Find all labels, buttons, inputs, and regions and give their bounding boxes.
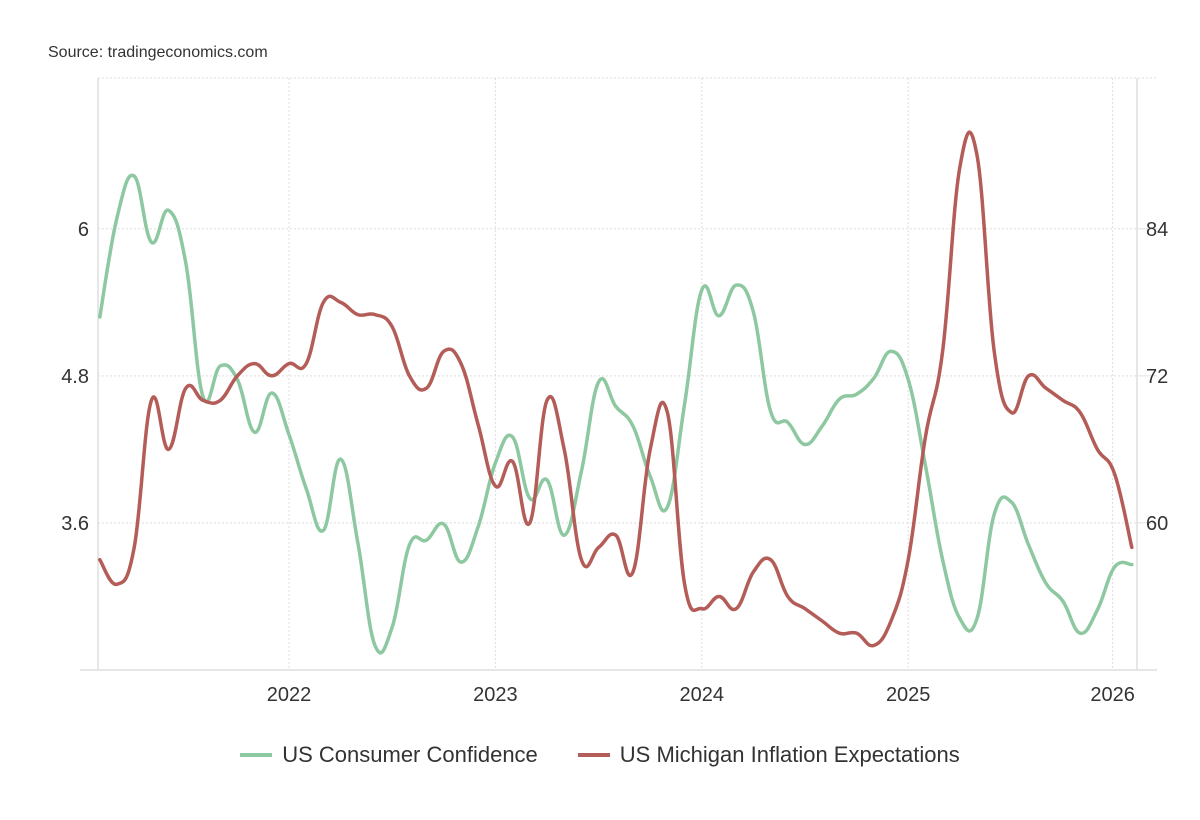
legend-swatch-inflation-expectations bbox=[577, 753, 610, 757]
y-left-tick-label: 3.6 bbox=[61, 513, 89, 535]
x-tick-label: 2025 bbox=[886, 684, 931, 706]
source-label: Source: tradingeconomics.com bbox=[48, 44, 268, 61]
legend-item-inflation-expectations[interactable]: US Michigan Inflation Expectations bbox=[577, 742, 960, 768]
x-tick-label: 2023 bbox=[473, 684, 518, 706]
x-tick-label: 2026 bbox=[1090, 684, 1135, 706]
line-chart: 3.6 4.8 6 60 72 84 2022 2023 2024 2025 2026 bbox=[61, 77, 1168, 706]
series-line-consumer-confidence bbox=[98, 173, 1134, 655]
series-line-inflation-expectations bbox=[98, 130, 1134, 648]
y-right-tick-label: 72 bbox=[1146, 366, 1168, 388]
y-left-tick-label: 6 bbox=[78, 219, 89, 241]
y-right-tick-label: 60 bbox=[1146, 513, 1168, 535]
y-right-tick-label: 84 bbox=[1146, 219, 1168, 241]
x-tick-label: 2024 bbox=[680, 684, 725, 706]
legend: US Consumer Confidence US Michigan Infla… bbox=[0, 742, 1200, 768]
legend-label-consumer-confidence: US Consumer Confidence bbox=[282, 742, 538, 767]
x-tick-label: 2022 bbox=[267, 684, 312, 706]
legend-label-inflation-expectations: US Michigan Inflation Expectations bbox=[619, 742, 960, 767]
legend-item-consumer-confidence[interactable]: US Consumer Confidence bbox=[240, 742, 538, 768]
y-left-tick-label: 4.8 bbox=[61, 366, 89, 388]
legend-swatch-consumer-confidence bbox=[240, 753, 273, 757]
